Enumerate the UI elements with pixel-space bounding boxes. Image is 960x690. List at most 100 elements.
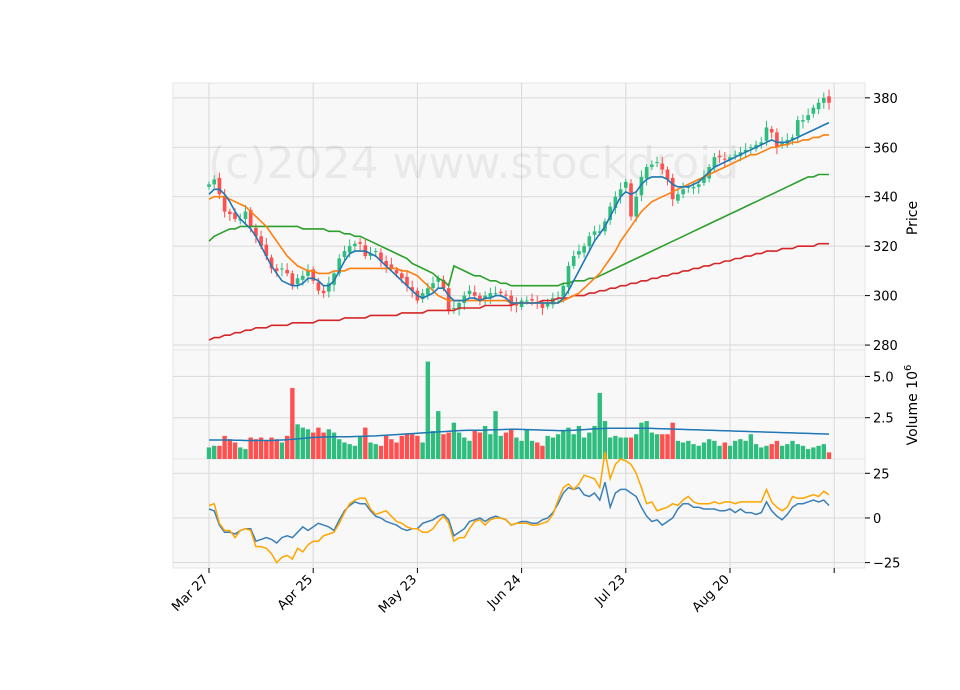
candle-body — [373, 251, 378, 253]
volume-bar — [613, 435, 618, 459]
candle-body — [207, 184, 211, 187]
volume-bar — [587, 432, 592, 459]
volume-bar — [420, 442, 425, 459]
candle-body — [540, 303, 545, 308]
osc-y-tick-label: 25 — [873, 467, 890, 482]
volume-bar — [206, 447, 212, 459]
volume-bar — [805, 449, 811, 459]
volume-bar — [759, 447, 764, 459]
candle-body — [650, 164, 654, 168]
candle-body — [347, 246, 352, 253]
volume-bar — [264, 440, 269, 459]
volume-bar — [482, 425, 488, 459]
candle-body — [399, 273, 404, 279]
x-tick-label: Jul 23 — [592, 572, 629, 609]
candle-body — [806, 115, 810, 121]
candle-body — [618, 189, 623, 197]
candle-body — [410, 287, 415, 291]
volume-bar — [222, 435, 227, 459]
candle-body — [379, 252, 383, 261]
price-y-tick-label: 340 — [873, 191, 898, 206]
candle-body — [712, 157, 717, 168]
candle-body — [285, 269, 289, 274]
volume-bar — [238, 447, 243, 459]
candle-body — [384, 261, 388, 266]
oscillator-line-b — [208, 451, 830, 564]
candle-body — [561, 285, 566, 297]
volume-bar — [243, 449, 248, 459]
volume-bar — [462, 437, 467, 459]
candle-body — [613, 196, 618, 209]
volume-bar — [816, 445, 821, 459]
candle-body — [639, 176, 644, 196]
ma-short-line — [208, 121, 830, 304]
volume-bar — [743, 440, 748, 459]
candle-body — [493, 293, 498, 295]
candle-body — [254, 227, 258, 237]
candle-body — [655, 162, 659, 164]
volume-bar — [660, 434, 665, 459]
volume-bar — [430, 430, 436, 459]
volume-bar — [284, 435, 290, 459]
volume-bar — [545, 435, 550, 459]
volume-bar — [383, 435, 389, 459]
candle-body — [764, 127, 769, 141]
candle-body — [670, 177, 675, 200]
volume-bar — [477, 432, 483, 459]
candle-body — [509, 295, 514, 306]
price-y-tick-label: 300 — [873, 290, 898, 305]
candle-body — [243, 211, 248, 219]
volume-bar — [696, 445, 701, 459]
candle-body — [728, 157, 732, 160]
volume-bar — [581, 437, 587, 459]
volume-bar — [488, 434, 493, 459]
candle-body — [488, 293, 493, 298]
volume-bar — [529, 440, 535, 459]
volume-bar — [540, 445, 545, 459]
volume-bar — [738, 439, 743, 459]
candle-body — [530, 299, 534, 301]
volume-bar — [764, 445, 769, 459]
candle-body — [478, 295, 482, 301]
volume-bar — [717, 445, 722, 459]
volume-bar — [217, 445, 222, 459]
osc-y-tick-label: 0 — [873, 512, 881, 527]
volume-bar — [399, 435, 404, 459]
volume-bar — [352, 445, 358, 459]
volume-bar — [472, 430, 477, 459]
volume-bar — [785, 444, 790, 459]
volume-bar — [733, 440, 738, 459]
candle-body — [691, 186, 696, 189]
watermark: (c)2024 www.stockdroid — [208, 138, 739, 189]
volume-bar — [753, 444, 759, 459]
candle-body — [608, 206, 612, 220]
volume-bar — [623, 437, 628, 459]
candle-body — [217, 177, 222, 195]
candle-body — [816, 102, 821, 110]
volume-bar — [248, 437, 253, 459]
osc-y-tick-label: −25 — [873, 557, 900, 572]
candle-body — [696, 184, 701, 187]
candle-body — [545, 303, 550, 307]
candle-body — [342, 251, 347, 258]
volume-bar — [363, 427, 368, 459]
candle-body — [222, 195, 227, 212]
candle-body — [702, 176, 706, 183]
volume-bar — [274, 439, 279, 459]
candle-body — [592, 231, 597, 235]
volume-bar — [498, 435, 503, 459]
volume-bar — [826, 452, 832, 459]
volume-bar — [634, 434, 639, 459]
volume-bar — [769, 444, 774, 459]
candle-body — [821, 97, 826, 103]
volume-bar — [410, 434, 415, 459]
candle-body — [316, 282, 321, 291]
candle-body — [801, 120, 805, 122]
candle-body — [431, 283, 435, 289]
volume-bar — [790, 440, 795, 459]
candle-body — [264, 244, 269, 257]
volume-y-tick-label: 5.0 — [873, 370, 894, 385]
candle-body — [321, 290, 326, 294]
volume-axis-label: Volume 106 — [903, 365, 921, 446]
candle-body — [436, 278, 441, 282]
